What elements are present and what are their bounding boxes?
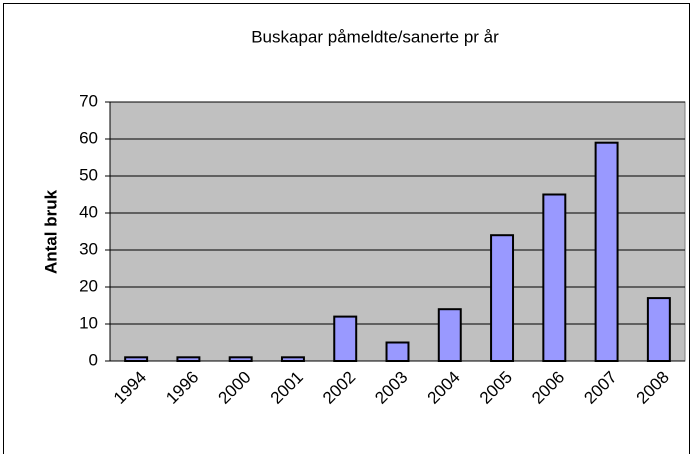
y-tick-label: 0 [89, 350, 98, 369]
bar [437, 308, 462, 363]
y-tick-label: 60 [79, 128, 98, 147]
bar [490, 234, 515, 362]
y-tick-label: 30 [79, 239, 98, 258]
bar [280, 356, 305, 362]
bar [124, 356, 149, 362]
plot-area [109, 101, 686, 362]
y-tick-label: 40 [79, 202, 98, 221]
bar [385, 341, 410, 362]
y-tick-label: 50 [79, 165, 98, 184]
bar [228, 356, 253, 362]
bar [542, 193, 567, 362]
y-tick-label: 10 [79, 313, 98, 332]
bar [333, 315, 358, 363]
y-tick-label: 70 [79, 91, 98, 110]
chart-title: Buskapar påmeldte/sanerte pr år [251, 27, 499, 46]
y-axis-label: Antal bruk [41, 189, 60, 274]
bar [176, 356, 201, 362]
y-tick-label: 20 [79, 276, 98, 295]
bar [594, 141, 619, 362]
bar [646, 297, 671, 363]
